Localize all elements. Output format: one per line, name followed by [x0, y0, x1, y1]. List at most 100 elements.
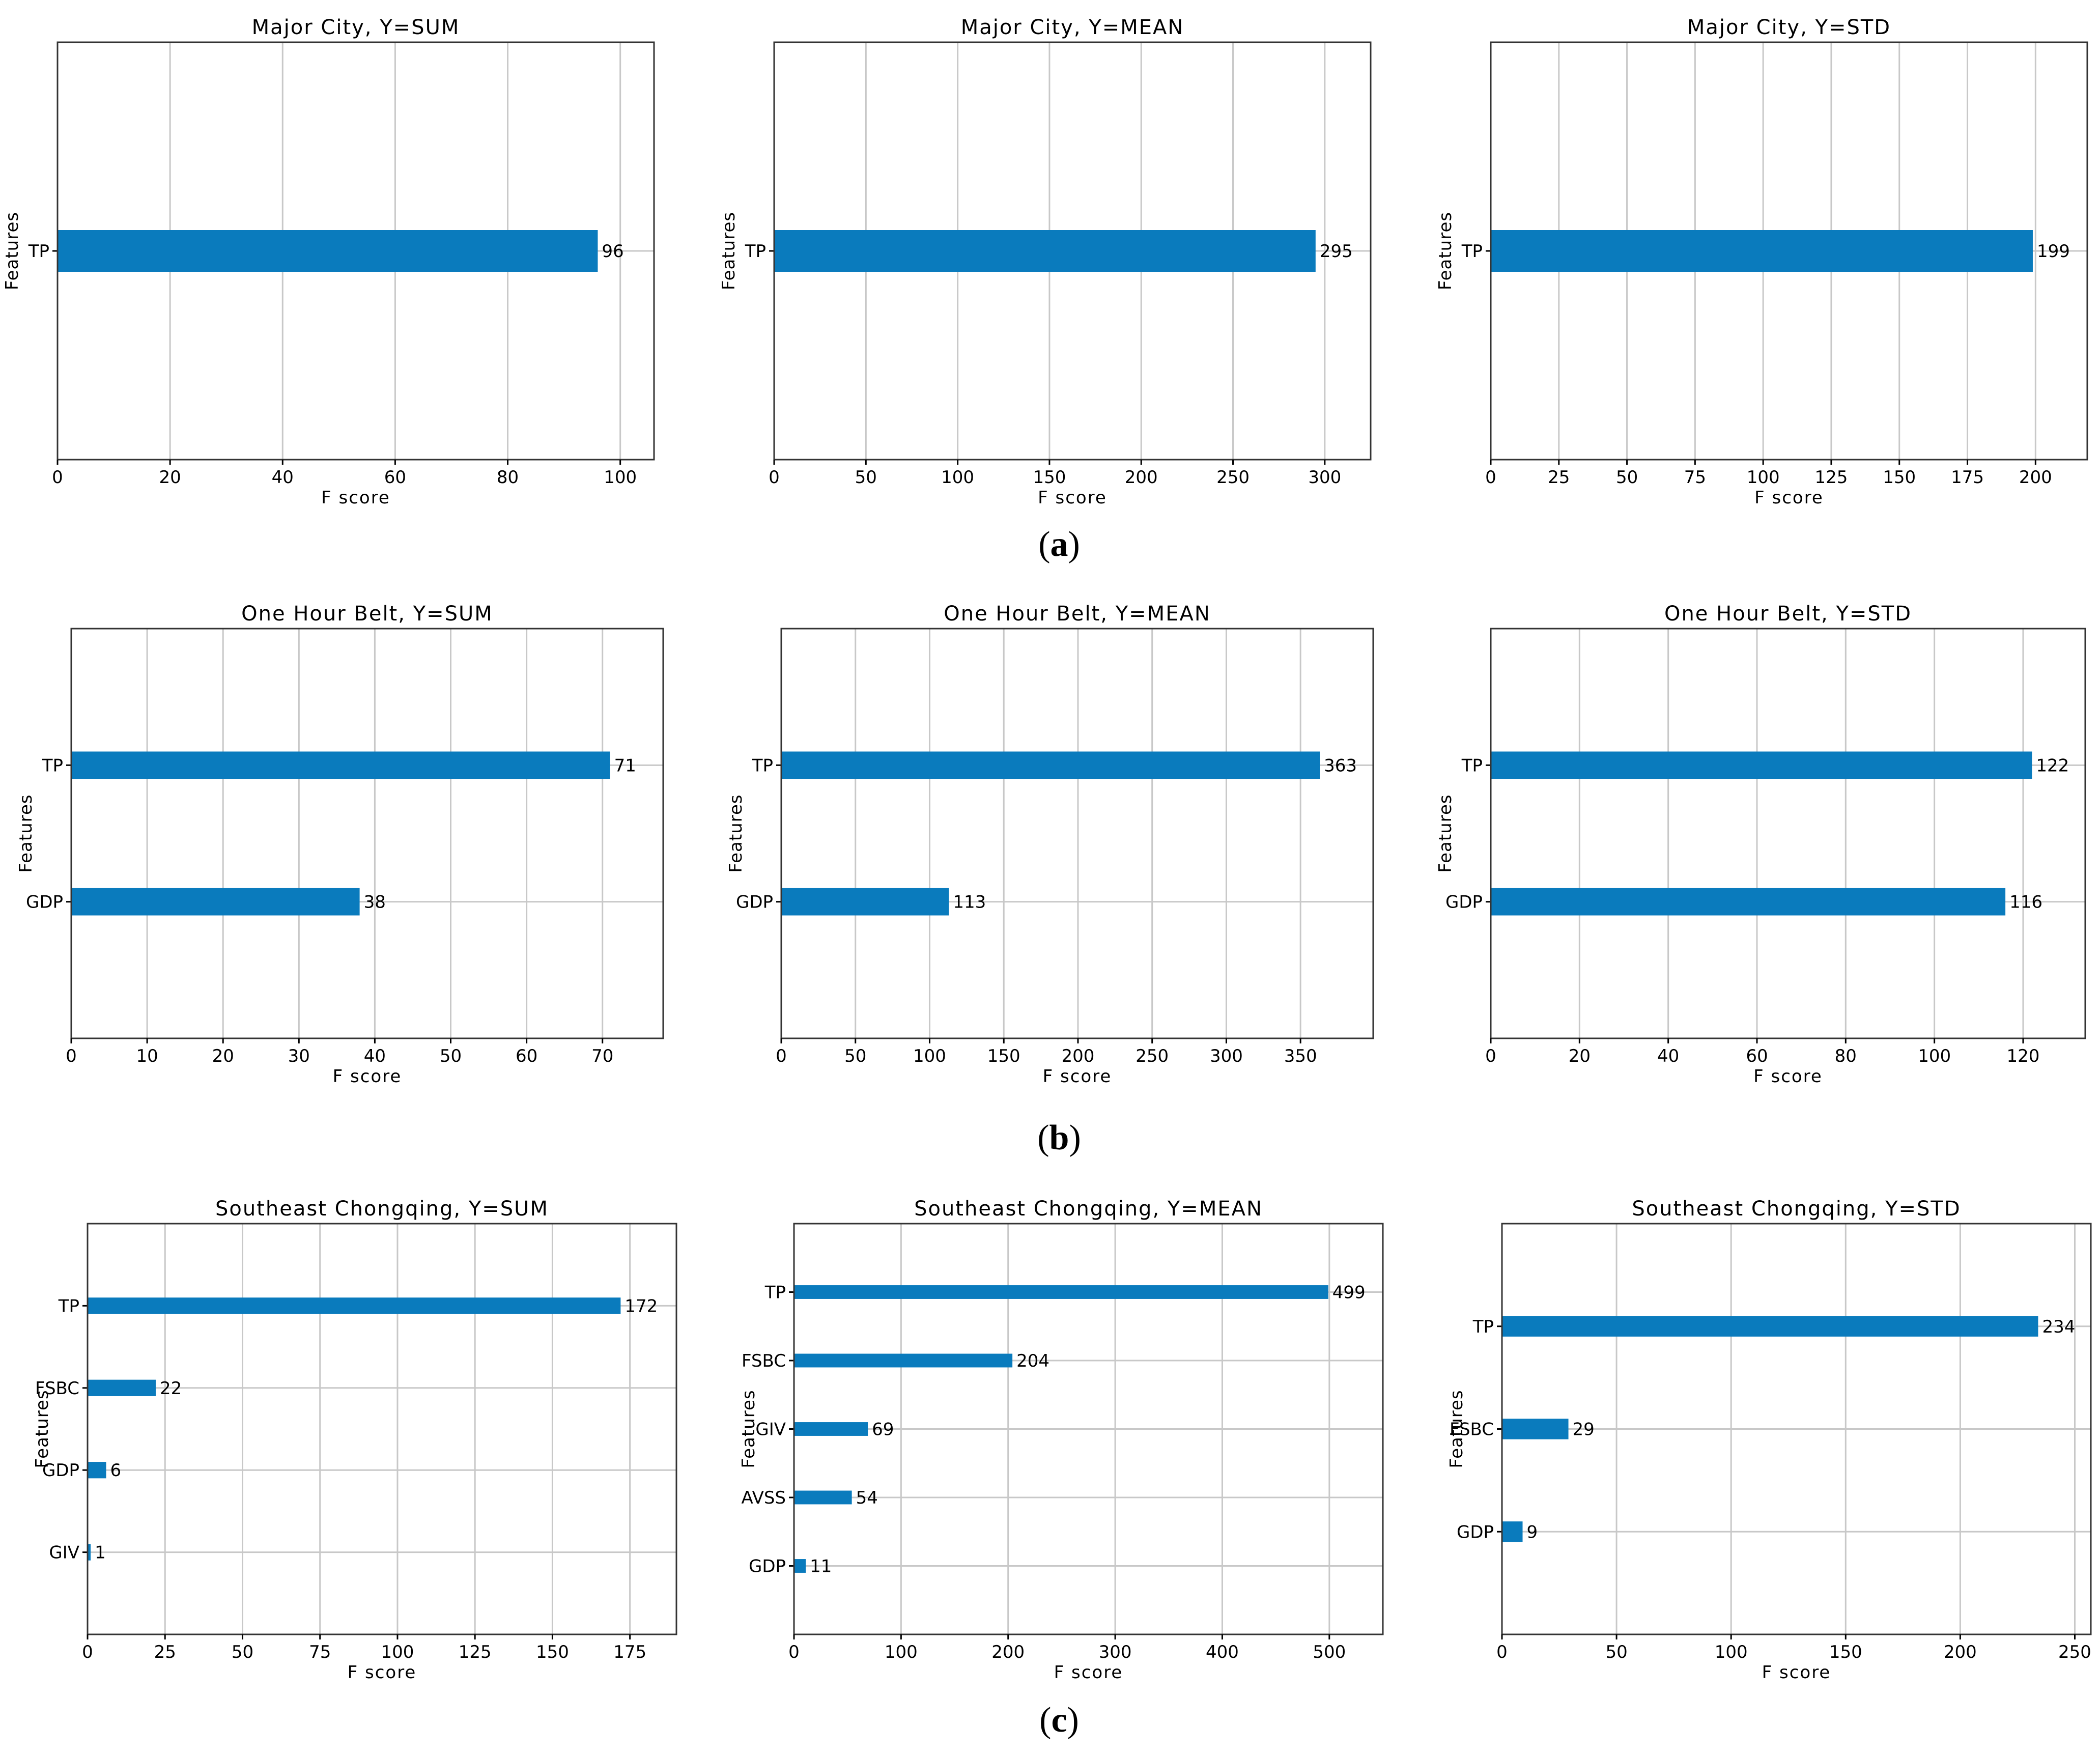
y-tick-label: TP	[28, 241, 49, 262]
x-tick-label: 100	[941, 467, 974, 488]
x-tick-label: 150	[1829, 1642, 1862, 1662]
panel-label-a: (a)	[1038, 525, 1080, 564]
panel-label-c: (c)	[1039, 1701, 1079, 1740]
chart-title: Major City, Y=SUM	[252, 16, 460, 39]
value-label: 96	[602, 241, 623, 262]
y-tick-label: GDP	[736, 892, 773, 913]
value-label: 1	[95, 1543, 106, 1563]
x-tick-label: 100	[1715, 1642, 1748, 1662]
x-tick-label: 0	[1496, 1642, 1508, 1662]
value-label: 6	[110, 1460, 122, 1481]
chart-title: One Hour Belt, Y=MEAN	[944, 602, 1211, 626]
plot-frame	[773, 41, 1372, 461]
value-label: 122	[2036, 755, 2069, 776]
x-tick-label: 20	[159, 467, 181, 488]
y-axis-title: Features	[1435, 212, 1456, 290]
x-tick-label: 80	[497, 467, 519, 488]
y-axis-title: Features	[1435, 794, 1456, 872]
x-tick-label: 250	[2058, 1642, 2091, 1662]
x-tick-label: 200	[2019, 467, 2052, 488]
y-axis-title: Features	[32, 1390, 52, 1468]
chart-title: One Hour Belt, Y=SUM	[241, 602, 493, 626]
x-tick-label: 10	[136, 1046, 158, 1066]
y-tick-label: GDP	[749, 1557, 786, 1577]
bar-tp	[794, 1285, 1328, 1299]
y-tick-label: TP	[752, 755, 773, 776]
plot-frame	[87, 1223, 677, 1635]
x-tick-label: 350	[1284, 1046, 1317, 1066]
x-axis-title: F score	[348, 1662, 417, 1683]
chart-title: Major City, Y=MEAN	[961, 16, 1184, 39]
value-label: 69	[872, 1420, 894, 1440]
value-label: 116	[2009, 892, 2042, 913]
chart-7: TP 172 FSBC 22 GDP 6 GIV 1 0 25 50 75 100 125 150 175 F …	[32, 1197, 677, 1683]
plot-frame	[793, 1223, 1384, 1635]
bar-giv	[794, 1422, 868, 1436]
x-axis-title: F score	[333, 1066, 402, 1087]
x-tick-label: 50	[232, 1642, 253, 1662]
x-tick-label: 200	[1125, 467, 1158, 488]
x-tick-label: 70	[591, 1046, 613, 1066]
x-tick-label: 0	[52, 467, 63, 488]
x-tick-label: 150	[536, 1642, 569, 1662]
x-tick-label: 40	[272, 467, 294, 488]
x-tick-label: 75	[309, 1642, 331, 1662]
x-tick-label: 75	[1684, 467, 1706, 488]
chart-2: TP 295 0 50 100 150 200 250 300 F score Features Ma…	[719, 16, 1372, 508]
value-label: 363	[1324, 755, 1357, 776]
bar-avss	[794, 1490, 852, 1505]
y-tick-label: AVSS	[741, 1488, 786, 1508]
bar-gdp	[781, 888, 949, 916]
chart-5: TP 363 GDP 113 0 50 100 150 200 250 300 350 F score F…	[726, 602, 1374, 1087]
x-tick-label: 100	[1747, 467, 1780, 488]
panel-label-b-text: b	[1049, 1118, 1069, 1157]
panel-label-a-text: a	[1050, 525, 1068, 564]
bar-tp	[71, 751, 610, 779]
y-axis-title: Features	[1446, 1390, 1467, 1468]
y-axis-title: Features	[2, 212, 22, 290]
value-label: 295	[1320, 241, 1353, 262]
x-tick-label: 0	[776, 1046, 787, 1066]
x-tick-label: 30	[288, 1046, 310, 1066]
plot-frame	[1501, 1223, 2092, 1635]
x-tick-label: 175	[613, 1642, 646, 1662]
bar-fsbc	[88, 1379, 156, 1396]
x-tick-label: 400	[1206, 1642, 1239, 1662]
x-axis-title: F score	[321, 488, 390, 508]
x-axis-title: F score	[1754, 488, 1824, 508]
x-tick-label: 25	[154, 1642, 176, 1662]
x-tick-label: 0	[769, 467, 780, 488]
value-label: 234	[2042, 1317, 2075, 1337]
x-tick-label: 60	[1746, 1046, 1768, 1066]
x-tick-label: 300	[1099, 1642, 1132, 1662]
x-axis-title: F score	[1038, 488, 1107, 508]
x-tick-label: 125	[1814, 467, 1848, 488]
x-tick-label: 200	[1062, 1046, 1095, 1066]
x-tick-label: 50	[844, 1046, 866, 1066]
x-axis-title: F score	[1054, 1662, 1123, 1683]
bar-gdp	[1491, 888, 2006, 916]
x-tick-label: 50	[1616, 467, 1638, 488]
y-tick-label: TP	[1461, 241, 1483, 262]
y-tick-label: GIV	[49, 1543, 79, 1563]
bar-fsbc	[1502, 1419, 1569, 1439]
chart-6: TP 122 GDP 116 0 20 40 60 80 100 120 F score Feature…	[1435, 602, 2086, 1087]
y-tick-label: TP	[42, 755, 63, 776]
panel-label-c-text: c	[1051, 1701, 1067, 1740]
bar-tp	[781, 751, 1320, 779]
value-label: 38	[364, 892, 386, 913]
chart-title: Major City, Y=STD	[1687, 16, 1891, 39]
plot-frame	[1490, 41, 2088, 461]
y-axis-title: Features	[16, 794, 36, 872]
bar-tp	[774, 230, 1316, 272]
x-tick-label: 500	[1313, 1642, 1346, 1662]
plot-frame	[1490, 628, 2086, 1039]
x-tick-label: 200	[991, 1642, 1025, 1662]
x-tick-label: 175	[1951, 467, 1984, 488]
bar-fsbc	[794, 1353, 1013, 1368]
x-tick-label: 200	[1944, 1642, 1977, 1662]
y-tick-label: GDP	[1457, 1522, 1494, 1542]
y-tick-label: TP	[764, 1283, 786, 1303]
bar-gdp	[88, 1462, 106, 1479]
value-label: 113	[953, 892, 986, 913]
